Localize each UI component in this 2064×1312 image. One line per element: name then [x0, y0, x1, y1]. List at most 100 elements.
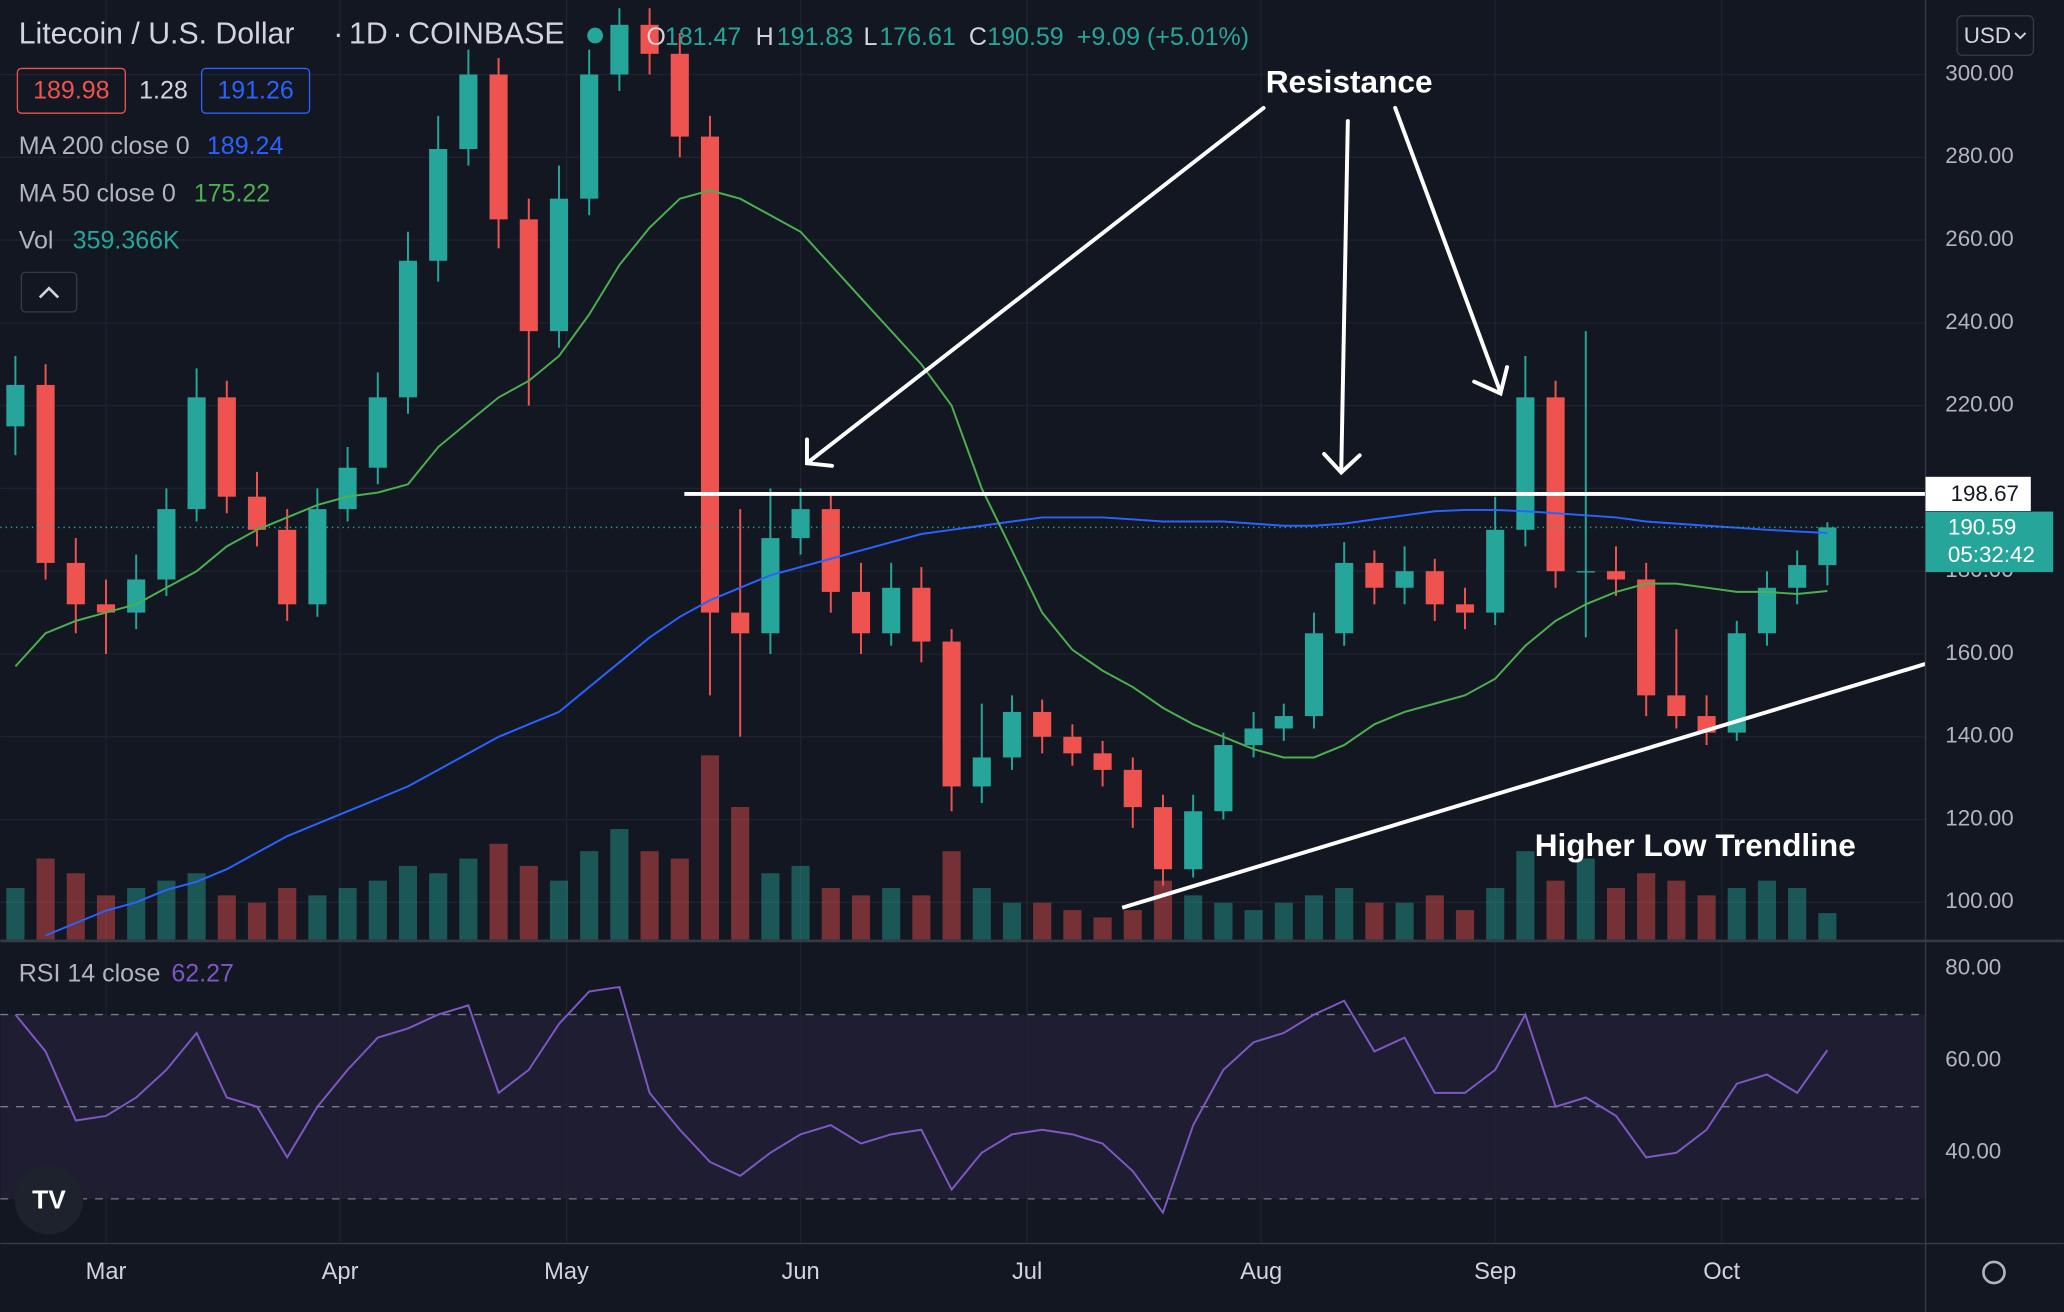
- volume-bar: [127, 888, 146, 940]
- arrow: [1393, 105, 1503, 395]
- y-tick-label: 100.00: [1945, 888, 2013, 913]
- x-tick-label: May: [544, 1259, 589, 1285]
- ma-line: [14, 189, 1828, 759]
- legend-name: Vol: [19, 227, 54, 255]
- separator: ·: [333, 18, 343, 51]
- candle-body: [1093, 753, 1112, 770]
- annotation: Higher Low Trendline: [1535, 827, 1856, 863]
- ohlc-value: 190.59: [987, 23, 1063, 51]
- candle-body: [851, 591, 871, 634]
- currency-button[interactable]: [1956, 15, 2035, 56]
- volume-bar: [36, 858, 55, 940]
- overlay-layer: [0, 491, 1927, 910]
- volume-bar: [1093, 917, 1112, 940]
- candle-body: [127, 579, 146, 613]
- volume-bar: [912, 895, 931, 940]
- logo[interactable]: [14, 1165, 84, 1235]
- arrowhead: [1472, 365, 1510, 397]
- volume-bar: [670, 858, 689, 940]
- price-label-box: [1925, 476, 2031, 512]
- exchange: COINBASE: [408, 18, 564, 51]
- candle-body: [1546, 397, 1565, 572]
- candle-body: [731, 612, 750, 634]
- candle-body: [761, 538, 780, 634]
- volume-bar: [1637, 873, 1656, 940]
- x-tick-label: Apr: [322, 1259, 359, 1285]
- volume-bar: [429, 873, 448, 940]
- volume-bar: [1516, 851, 1535, 940]
- legend-name: MA 200 close 0: [19, 132, 190, 160]
- candle-body: [308, 509, 327, 605]
- price-label: 190.59: [1948, 515, 2016, 540]
- volume-bar: [1335, 888, 1354, 940]
- candle-body: [187, 397, 206, 510]
- volume-bar: [1455, 910, 1475, 940]
- volume-bar: [761, 873, 780, 940]
- volume-bar: [851, 895, 871, 940]
- candle-body: [1727, 633, 1746, 733]
- ask-box[interactable]: [200, 67, 311, 114]
- volume-bar: [1425, 895, 1444, 940]
- volume-bar: [1818, 913, 1837, 940]
- price-label: 198.67: [1951, 481, 2019, 506]
- volume-bar: [66, 873, 85, 940]
- volume-bar: [1123, 910, 1142, 940]
- candle-body: [1274, 716, 1293, 729]
- candle-body: [1153, 807, 1173, 870]
- ohlc-label: O: [646, 23, 665, 51]
- candle-body: [1516, 397, 1535, 530]
- candle-body: [1637, 579, 1656, 696]
- candle-body: [157, 509, 176, 580]
- volume-bar: [1214, 902, 1233, 940]
- volume-bar: [489, 843, 508, 940]
- y-tick-label: 80.00: [1945, 954, 2001, 979]
- volume-bar: [247, 902, 267, 940]
- candle-body: [398, 260, 418, 398]
- y-tick-label: 140.00: [1945, 723, 2013, 748]
- collapse-button[interactable]: [20, 271, 78, 313]
- bid: 189.98: [33, 77, 109, 105]
- volume-bar: [1546, 880, 1565, 940]
- arrow: [804, 105, 1266, 466]
- candle-body: [489, 74, 508, 220]
- candle-body: [1365, 562, 1384, 588]
- volume-bar: [308, 895, 327, 940]
- settings-icon[interactable]: [1982, 1260, 2006, 1285]
- change: +9.09 (+5.01%): [1077, 23, 1249, 51]
- arrowhead: [1322, 452, 1362, 476]
- y-tick-label: 60.00: [1945, 1047, 2001, 1072]
- ask: 191.26: [217, 77, 293, 105]
- currency: USD: [1964, 23, 2011, 48]
- x-tick-label: Oct: [1703, 1259, 1740, 1285]
- volume-bar: [1486, 888, 1505, 940]
- logo-mark: TV: [32, 1184, 66, 1214]
- candle-body: [1184, 811, 1203, 870]
- volume-bar: [217, 895, 236, 940]
- volume-bar: [1304, 895, 1324, 940]
- x-tick-label: Jul: [1012, 1259, 1042, 1285]
- candle-body: [1214, 745, 1233, 812]
- candle-body: [1335, 562, 1354, 634]
- arrow: [1339, 119, 1350, 474]
- candle-body: [670, 53, 689, 137]
- price-label-box: [1925, 511, 2054, 573]
- symbol: Litecoin / U.S. Dollar: [19, 18, 295, 51]
- volume-bar: [972, 888, 991, 940]
- volume-bar: [1184, 895, 1203, 940]
- candle-body: [368, 397, 387, 468]
- candle-body: [6, 384, 25, 427]
- volume-bar: [1727, 888, 1746, 940]
- candle-body: [1244, 728, 1263, 746]
- collapse-icon: [38, 286, 60, 299]
- candle-body: [791, 509, 810, 539]
- y-tick-label: 240.00: [1945, 309, 2013, 334]
- volume-bar: [96, 895, 116, 940]
- bid-box[interactable]: [16, 67, 126, 114]
- volume-bar: [1788, 888, 1807, 940]
- volume-bar: [1667, 880, 1686, 940]
- volume-bar: [1697, 895, 1716, 940]
- y-tick-label: 220.00: [1945, 392, 2013, 417]
- y-tick-label: 300.00: [1945, 60, 2013, 85]
- candle-body: [821, 509, 840, 592]
- candle-body: [1033, 711, 1052, 737]
